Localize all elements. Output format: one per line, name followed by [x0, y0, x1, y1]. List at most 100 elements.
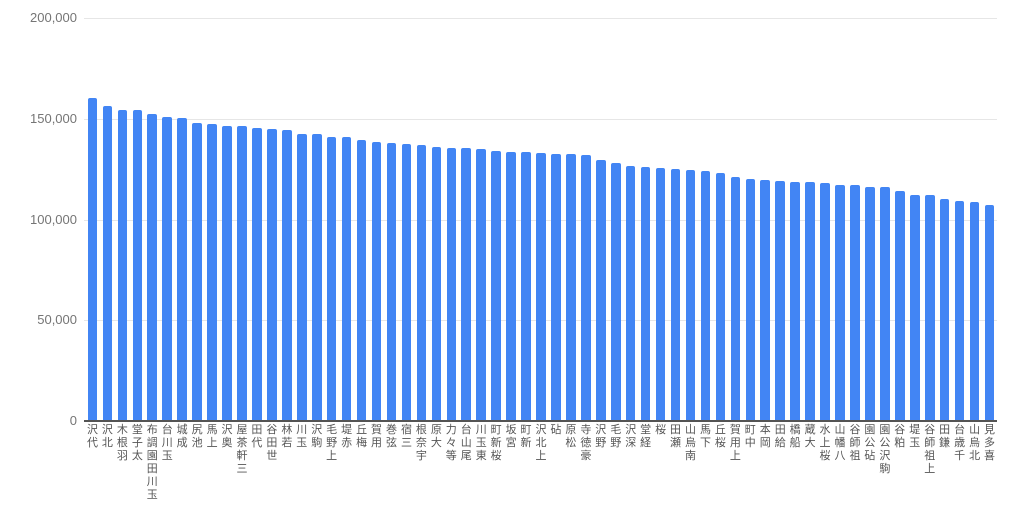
bar[interactable]	[177, 117, 187, 421]
bar[interactable]	[222, 125, 232, 421]
x-axis-category-label: 巻弦	[385, 424, 397, 449]
bar[interactable]	[356, 139, 367, 421]
x-axis-category-label: 宿三	[400, 424, 412, 449]
bar[interactable]	[924, 195, 935, 421]
x-axis-category-label: 堤赤	[341, 424, 353, 449]
x-axis-category-label: 山烏南	[684, 424, 696, 462]
x-axis-category-label: 毛野上	[326, 424, 338, 462]
bar[interactable]	[655, 168, 666, 421]
bar[interactable]	[386, 142, 397, 421]
x-axis-category-label: 沢駒	[311, 424, 323, 449]
x-axis-category-label: 見多喜	[984, 424, 996, 462]
y-axis-tick-label: 150,000	[30, 111, 77, 126]
bar[interactable]	[969, 202, 980, 421]
bar[interactable]	[865, 186, 875, 421]
bar[interactable]	[581, 155, 591, 421]
bar[interactable]	[880, 187, 890, 421]
bar[interactable]	[311, 134, 322, 421]
y-axis-tick-label: 200,000	[30, 10, 77, 25]
gridline	[84, 18, 997, 19]
bar[interactable]	[745, 179, 756, 421]
bar[interactable]	[775, 181, 785, 421]
bar[interactable]	[536, 153, 546, 421]
x-axis-baseline	[84, 420, 997, 422]
y-axis-tick-label: 100,000	[30, 212, 77, 227]
bar[interactable]	[551, 153, 561, 421]
bar[interactable]	[461, 148, 472, 421]
bar[interactable]	[282, 130, 292, 421]
bar[interactable]	[192, 123, 202, 421]
x-axis-category-label: 園公沢駒	[879, 424, 891, 475]
bar[interactable]	[207, 123, 217, 421]
x-axis-category-label: 山烏北	[969, 424, 981, 462]
x-axis-category-label: 根奈宇	[415, 424, 427, 462]
bar[interactable]	[984, 204, 995, 421]
bar[interactable]	[162, 117, 173, 421]
bar[interactable]	[670, 168, 681, 421]
bar[interactable]	[102, 106, 113, 421]
bar[interactable]	[895, 190, 905, 421]
x-axis-category-label: 本岡	[759, 424, 771, 449]
gridline	[84, 119, 997, 120]
bar[interactable]	[132, 110, 143, 421]
bar[interactable]	[805, 182, 815, 421]
bar[interactable]	[685, 169, 696, 421]
bar[interactable]	[296, 133, 307, 421]
x-axis-category-label: 寺徳豪	[580, 424, 592, 462]
bar[interactable]	[640, 167, 651, 421]
bar[interactable]	[491, 150, 501, 421]
x-axis-category-label: 城成	[176, 424, 188, 449]
x-axis-category-label: 屋茶軒三	[236, 424, 248, 475]
bar[interactable]	[506, 151, 516, 421]
x-axis-category-label: 沢北上	[535, 424, 547, 462]
x-axis-category-label: 川玉	[296, 424, 308, 449]
bar[interactable]	[820, 183, 830, 421]
bar[interactable]	[147, 114, 158, 421]
x-axis-category-label: 桜	[655, 424, 667, 436]
x-axis-category-label: 田瀬	[670, 424, 682, 449]
bar[interactable]	[730, 176, 741, 421]
bar[interactable]	[371, 142, 382, 421]
bar[interactable]	[431, 146, 442, 421]
bar[interactable]	[835, 184, 845, 421]
x-axis-category-label: 原松	[565, 424, 577, 449]
bar[interactable]	[117, 109, 128, 421]
x-axis-category-label: 沢野	[595, 424, 607, 449]
x-axis-category-label: 田鎌	[939, 424, 951, 449]
bar[interactable]	[252, 128, 262, 421]
bar[interactable]	[566, 154, 576, 421]
bar[interactable]	[939, 199, 950, 421]
x-axis-category-label: 沢代	[86, 424, 98, 449]
bar[interactable]	[341, 137, 352, 421]
bar[interactable]	[476, 149, 486, 421]
x-axis-category-label: 台山尾	[460, 424, 472, 462]
bar[interactable]	[416, 144, 427, 421]
bar[interactable]	[446, 147, 457, 421]
x-axis-category-label: 林若	[281, 424, 293, 449]
bar[interactable]	[610, 163, 621, 421]
bar[interactable]	[850, 185, 860, 421]
bar[interactable]	[715, 173, 726, 421]
bar[interactable]	[237, 126, 247, 421]
x-axis-category-label: 賀用上	[729, 424, 741, 462]
x-axis-category-label: 堂子太	[131, 424, 143, 462]
bar[interactable]	[700, 171, 711, 421]
bar[interactable]	[625, 165, 636, 421]
x-axis-category-label: 町中	[744, 424, 756, 449]
bar[interactable]	[909, 194, 920, 421]
x-axis-category-label: 布調園田川玉	[146, 424, 158, 501]
bar[interactable]	[760, 179, 771, 421]
bar[interactable]	[521, 152, 531, 421]
x-axis-category-label: 山幡八	[834, 424, 846, 462]
bar[interactable]	[790, 181, 800, 421]
x-axis-category-label: 町新桜	[490, 424, 502, 462]
x-axis-category-label: 沢深	[625, 424, 637, 449]
bar[interactable]	[267, 129, 277, 421]
bar[interactable]	[401, 144, 412, 421]
x-axis-category-label: 田給	[774, 424, 786, 449]
bar[interactable]	[87, 98, 98, 421]
bar[interactable]	[326, 136, 337, 421]
bar[interactable]	[954, 200, 965, 421]
x-axis-category-label: 沢奥	[221, 424, 233, 449]
bar[interactable]	[596, 160, 606, 421]
